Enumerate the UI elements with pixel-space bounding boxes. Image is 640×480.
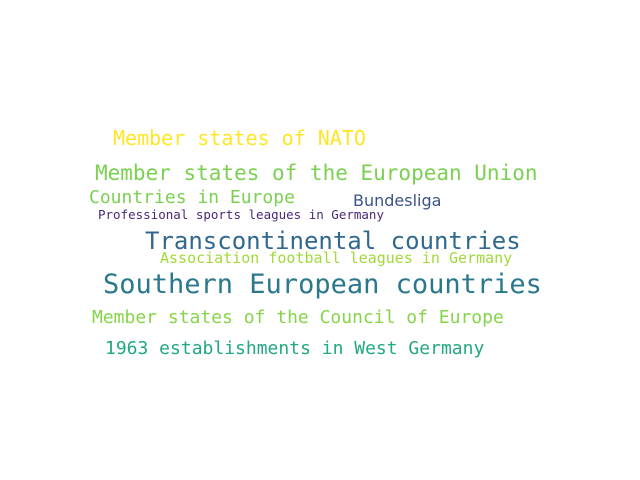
word-bundesliga: Bundesliga — [353, 191, 442, 210]
word-nato: Member states of NATO — [113, 126, 366, 150]
word-council-of-europe: Member states of the Council of Europe — [92, 307, 504, 328]
word-professional-sports-leagues: Professional sports leagues in Germany — [98, 207, 384, 222]
word-countries-in-europe: Countries in Europe — [89, 187, 295, 208]
word-southern-european-countries: Southern European countries — [103, 269, 542, 300]
word-1963-establishments: 1963 establishments in West Germany — [105, 338, 485, 359]
word-association-football-leagues: Association football leagues in Germany — [160, 249, 513, 267]
word-transcontinental-countries: Transcontinental countries — [145, 227, 521, 255]
word-eu-member-states: Member states of the European Union — [95, 161, 538, 185]
